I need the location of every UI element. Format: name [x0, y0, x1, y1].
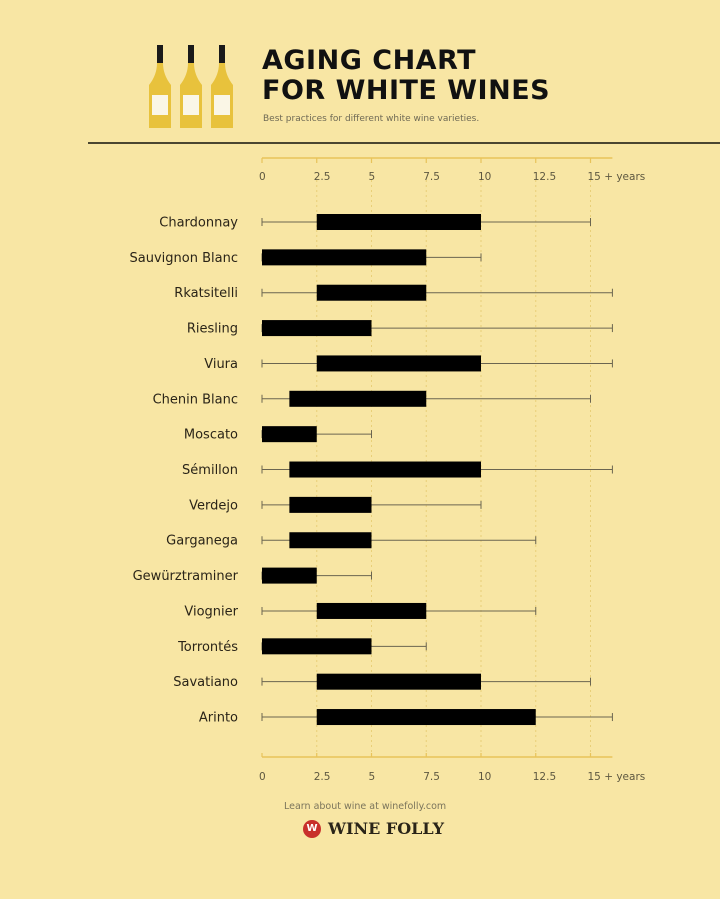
category-label: Garganega — [166, 534, 238, 549]
aging-bar — [316, 709, 536, 726]
chart-row: Verdejo — [189, 496, 482, 513]
bottle-cap — [157, 45, 163, 63]
page-title: AGING CHART FOR WHITE WINES — [262, 46, 550, 106]
aging-bar — [289, 532, 372, 549]
category-label: Verdejo — [189, 498, 238, 513]
bottom-tick-label: 0 — [259, 771, 266, 783]
wine-folly-logo-icon: W — [303, 819, 321, 838]
wine-bottle-icon — [211, 45, 233, 128]
aging-bar — [316, 602, 427, 619]
top-tick-label: 15 + years — [588, 171, 646, 183]
bottom-tick-label: 15 + years — [588, 771, 646, 783]
aging-bar — [262, 426, 317, 443]
aging-bar — [289, 496, 372, 513]
title-line-2: FOR WHITE WINES — [262, 75, 551, 106]
aging-bar — [316, 214, 481, 230]
chart-row: Viura — [204, 355, 613, 372]
chart-row: Savatiano — [173, 673, 591, 690]
wine-bottle-icon — [149, 45, 171, 128]
category-label: Riesling — [187, 322, 238, 337]
chart-row: Rkatsitelli — [174, 284, 613, 301]
aging-bar — [289, 461, 481, 478]
aging-bar — [316, 355, 481, 372]
category-label: Savatiano — [173, 675, 238, 690]
header-divider — [88, 142, 720, 144]
bottom-tick-label: 5 — [369, 771, 376, 783]
category-label: Viura — [204, 357, 238, 372]
chart-row: Moscato — [184, 426, 372, 443]
bottom-tick-label: 7.5 — [423, 771, 440, 783]
title-line-1: AGING CHART — [262, 45, 477, 76]
top-tick-label: 5 — [369, 171, 376, 183]
footer-note: Learn about wine at winefolly.com — [284, 801, 447, 812]
category-label: Viognier — [184, 604, 238, 619]
bottle-label — [214, 95, 230, 115]
bottle-label — [183, 95, 199, 115]
top-tick-label: 0 — [259, 171, 266, 183]
chart-row: Gewürztraminer — [133, 567, 372, 584]
aging-bar — [289, 390, 427, 407]
category-label: Sauvignon Blanc — [130, 251, 238, 266]
aging-bar — [262, 249, 427, 266]
chart-row: Sémillon — [182, 461, 613, 478]
top-tick-label: 7.5 — [423, 171, 440, 183]
bottom-tick-label: 12.5 — [533, 771, 556, 783]
chart-row: Chardonnay — [159, 214, 591, 231]
wine-bottle-icon — [180, 45, 202, 128]
category-label: Chardonnay — [159, 216, 238, 231]
brand-name: WINE FOLLY — [328, 819, 445, 838]
bottle-cap — [188, 45, 194, 63]
chart-row: Torrontés — [177, 638, 427, 655]
category-label: Sémillon — [182, 463, 238, 478]
aging-bar — [262, 320, 372, 337]
top-tick-label: 10 — [478, 171, 491, 183]
chart-row: Viognier — [184, 602, 537, 619]
chart-row: Riesling — [187, 320, 613, 337]
bottle-label — [152, 95, 168, 115]
top-tick-label: 12.5 — [533, 171, 556, 183]
chart-row: Sauvignon Blanc — [130, 249, 482, 266]
subtitle: Best practices for different white wine … — [263, 114, 480, 124]
aging-bar — [262, 638, 372, 655]
bottle-cap — [219, 45, 225, 63]
chart-row: Chenin Blanc — [153, 390, 591, 407]
category-label: Chenin Blanc — [153, 392, 238, 407]
aging-bar — [262, 567, 317, 584]
chart-row: Arinto — [199, 709, 613, 726]
brand: W WINE FOLLY — [303, 819, 444, 838]
category-label: Arinto — [199, 711, 238, 726]
category-label: Rkatsitelli — [174, 286, 238, 301]
category-label: Moscato — [184, 428, 238, 443]
top-tick-label: 2.5 — [314, 171, 331, 183]
aging-bar — [316, 673, 481, 690]
aging-bar — [316, 284, 427, 301]
category-label: Torrontés — [177, 640, 238, 655]
chart-row: Garganega — [166, 532, 537, 549]
category-label: Gewürztraminer — [133, 569, 239, 584]
bottom-tick-label: 10 — [478, 771, 491, 783]
bottom-tick-label: 2.5 — [314, 771, 331, 783]
